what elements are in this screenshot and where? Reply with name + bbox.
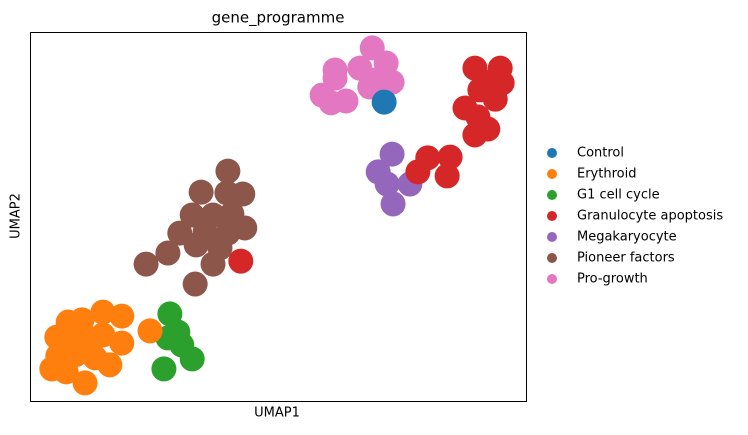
plot-frame [30,32,527,402]
point [179,346,205,372]
legend-label: Granulocyte apoptosis [577,209,723,224]
legend-label: Pioneer factors [577,251,675,266]
point [137,318,163,344]
point [151,356,177,382]
point [380,191,406,217]
legend-label: Pro-growth [577,272,648,287]
point [230,181,256,207]
legend-marker [547,148,557,158]
point [67,317,93,343]
legend-marker [547,232,557,242]
legend-label: Megakaryocyte [577,230,677,245]
legend-marker [547,169,557,179]
point [155,240,181,266]
point [165,319,191,345]
point [437,144,463,170]
point [183,232,209,258]
points [39,35,515,396]
legend-marker [547,253,557,263]
point [374,171,400,197]
legend-marker [547,190,557,200]
point [434,163,460,189]
point [72,370,98,396]
point [133,251,159,277]
point [482,86,508,112]
point [228,248,254,274]
point [182,271,208,297]
point [215,158,241,184]
point [179,202,205,228]
x-axis-label: UMAP1 [254,406,300,421]
y-axis-label: UMAP2 [9,193,24,239]
legend-marker [547,274,557,284]
point [200,251,226,277]
point [109,330,135,356]
point [77,337,103,363]
point [322,65,348,91]
point [188,179,214,205]
legend: Control Erythroid G1 cell cycle Granulocyte… [547,146,723,287]
point [90,299,116,325]
point [97,352,123,378]
legend-label: Control [577,146,624,161]
point [379,141,405,167]
point [462,122,488,148]
point [333,88,359,114]
point [405,159,431,185]
legend-label: Erythroid [577,167,636,182]
legend-marker [547,211,557,221]
legend-label: G1 cell cycle [577,188,660,203]
chart-title: gene_programme [212,9,345,28]
point [371,89,397,115]
point [232,215,258,241]
point [379,69,405,95]
point [109,303,135,329]
